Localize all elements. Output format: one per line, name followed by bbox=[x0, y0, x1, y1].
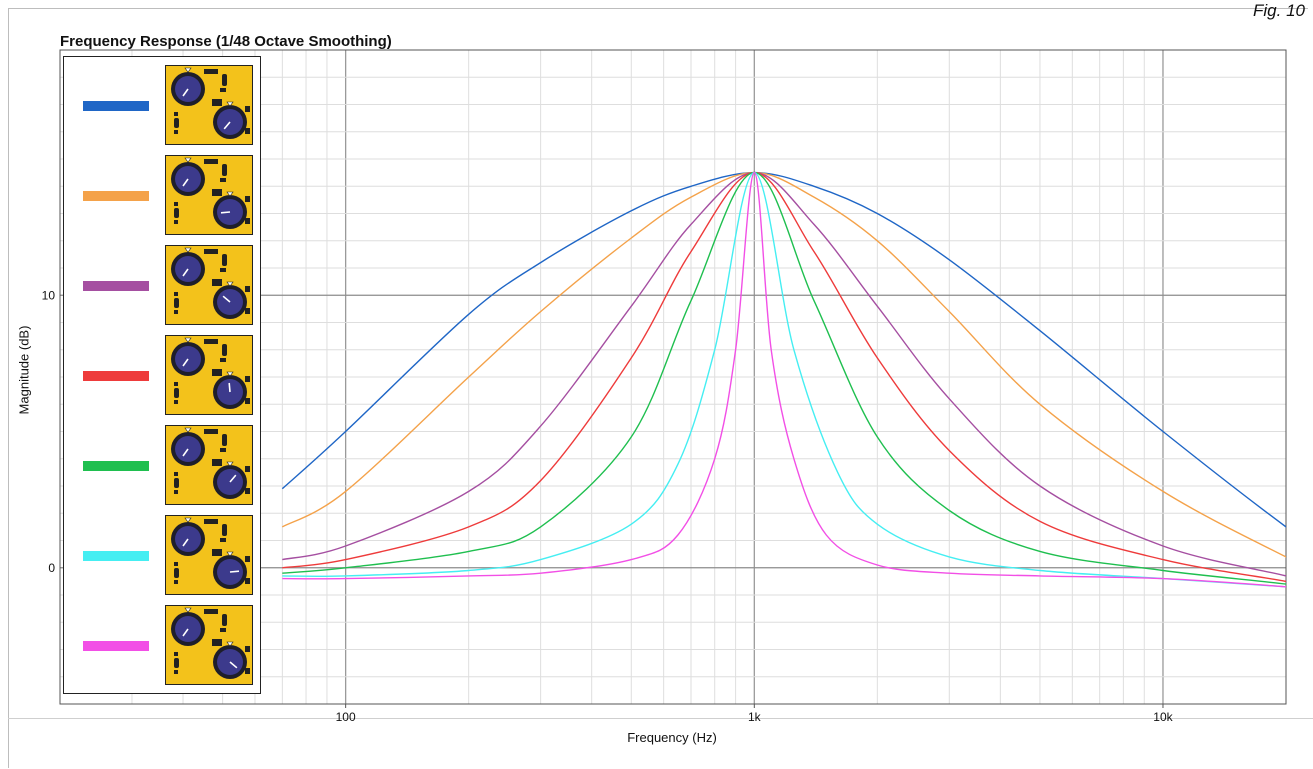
eq-control-thumbnail bbox=[165, 155, 253, 235]
legend-item bbox=[64, 335, 260, 415]
chart-title: Frequency Response (1/48 Octave Smoothin… bbox=[60, 33, 392, 50]
eq-control-thumbnail bbox=[165, 515, 253, 595]
legend bbox=[63, 56, 261, 694]
eq-control-thumbnail bbox=[165, 425, 253, 505]
legend-swatch bbox=[83, 461, 149, 471]
figure-frame: Fig. 10 bbox=[8, 1, 1308, 768]
eq-control-thumbnail bbox=[165, 335, 253, 415]
x-axis-label: Frequency (Hz) bbox=[627, 730, 717, 745]
series-line bbox=[282, 171, 1286, 588]
legend-item bbox=[64, 605, 260, 685]
eq-control-thumbnail bbox=[165, 605, 253, 685]
legend-item bbox=[64, 65, 260, 145]
bottom-rule bbox=[8, 718, 1313, 719]
figure-label: Fig. 10 bbox=[1253, 1, 1305, 20]
series-line bbox=[281, 171, 1286, 528]
legend-swatch bbox=[83, 281, 149, 291]
x-tick-label: 1k bbox=[748, 710, 762, 724]
series-line bbox=[282, 171, 1286, 585]
eq-control-thumbnail bbox=[165, 245, 253, 325]
y-tick-label: 0 bbox=[48, 561, 55, 575]
legend-swatch bbox=[83, 191, 149, 201]
x-tick-label: 10k bbox=[1153, 710, 1173, 724]
legend-swatch bbox=[83, 641, 149, 651]
legend-swatch bbox=[83, 371, 149, 381]
legend-item bbox=[64, 515, 260, 595]
series-line bbox=[282, 171, 1286, 588]
plot-border bbox=[59, 49, 1287, 705]
legend-swatch bbox=[83, 101, 149, 111]
legend-swatch bbox=[83, 551, 149, 561]
series-line bbox=[282, 171, 1286, 583]
y-tick-label: 10 bbox=[42, 288, 56, 302]
series-line bbox=[281, 171, 1286, 558]
legend-item bbox=[64, 245, 260, 325]
legend-item bbox=[64, 425, 260, 505]
x-tick-label: 100 bbox=[336, 710, 356, 724]
series-line bbox=[282, 171, 1286, 577]
legend-item bbox=[64, 155, 260, 235]
eq-control-thumbnail bbox=[165, 65, 253, 145]
